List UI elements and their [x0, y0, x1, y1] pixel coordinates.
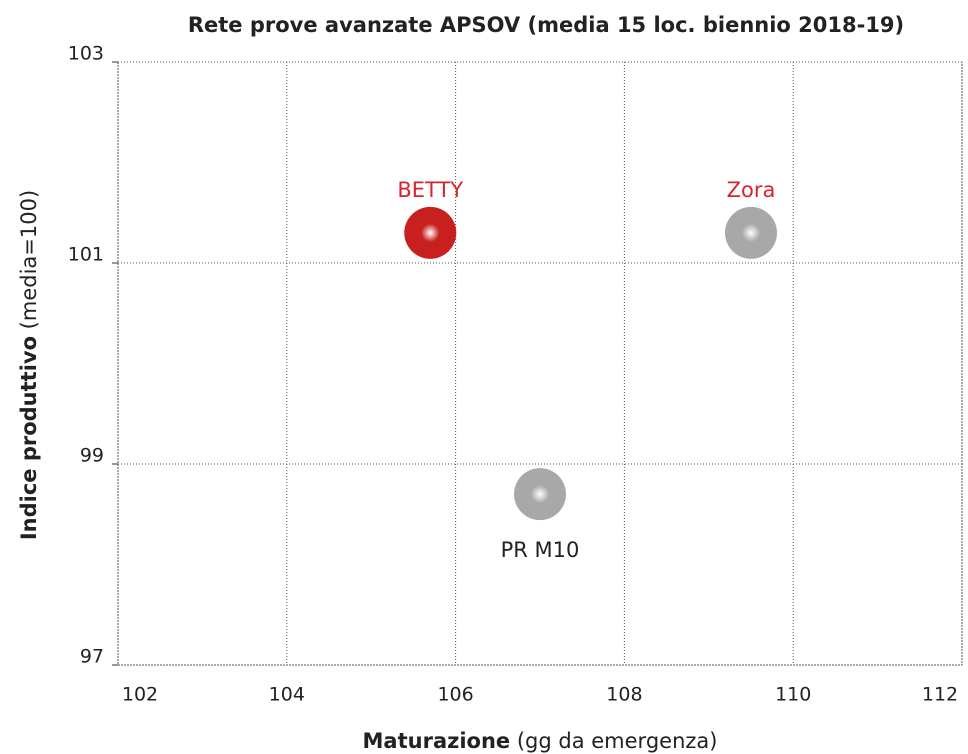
point [514, 468, 566, 521]
x-tick-label: 106 [437, 684, 473, 706]
x-tick-label: 104 [269, 684, 305, 706]
y-axis-label-rest: (media=100) [17, 190, 41, 329]
y-tick-label: 99 [80, 445, 104, 467]
y-axis-label: Indice produttivo (media=100) [17, 190, 41, 540]
x-tick-label: 112 [922, 684, 958, 706]
y-axis-label-bold: Indice produttivo [17, 336, 41, 540]
x-axis-label-rest: (gg da emergenza) [517, 729, 718, 753]
point [725, 206, 777, 259]
chart-title: Rete prove avanzate APSOV (media 15 loc.… [188, 13, 904, 37]
point-label: PR M10 [501, 538, 580, 562]
point [404, 206, 457, 259]
plot-frame [117, 61, 963, 666]
y-tick-label: 97 [80, 646, 104, 668]
x-tick-label: 108 [606, 684, 642, 706]
x-tick-label: 102 [122, 684, 158, 706]
point-label: BETTY [397, 178, 463, 202]
y-tick-label: 103 [68, 43, 104, 65]
x-axis-label: Maturazione (gg da emergenza) [363, 729, 718, 753]
y-tick-label: 101 [68, 244, 104, 266]
point-label: Zora [727, 178, 776, 202]
x-axis-label-bold: Maturazione [363, 729, 511, 753]
x-tick-label: 110 [775, 684, 811, 706]
